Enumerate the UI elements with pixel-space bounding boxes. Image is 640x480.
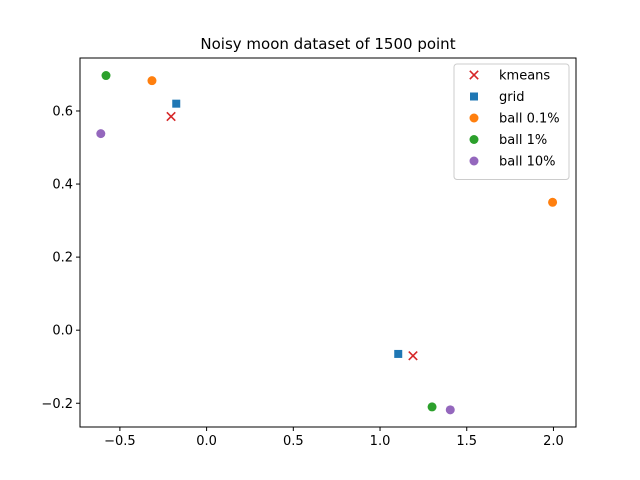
data-marks [96, 71, 558, 415]
legend-label: ball 10% [499, 155, 555, 170]
axis-ticks: −0.5 0.0 0.5 1.0 1.5 2.0 −0.2 0.0 0.2 0.4 0.6 [41, 104, 563, 449]
legend-item: ball 0.1% [469, 112, 560, 127]
series-grid [172, 99, 403, 358]
data-point [394, 349, 403, 358]
x-tick-label: 1.0 [370, 434, 391, 449]
legend-marker [469, 113, 479, 123]
legend-label: ball 1% [499, 133, 547, 148]
series-kmeans [166, 111, 418, 361]
x-tick-label: 2.0 [543, 434, 564, 449]
data-point [548, 197, 558, 207]
legend-label: grid [499, 90, 524, 105]
data-point [166, 111, 176, 122]
legend: kmeans grid ball 0.1% ball 1% ball 10% [453, 63, 570, 180]
x-tick-label: 0.5 [283, 434, 304, 449]
legend-marker [469, 135, 479, 144]
x-tick-label: −0.5 [104, 434, 136, 449]
legend-item: ball 1% [469, 133, 547, 148]
series-ball-1- [101, 71, 437, 412]
legend-marker [469, 70, 479, 80]
legend-item: kmeans [469, 69, 550, 84]
legend-item: grid [470, 90, 524, 105]
y-tick-label: −0.2 [41, 397, 73, 412]
data-point [147, 76, 157, 86]
legend-label: ball 0.1% [499, 112, 560, 127]
data-point [172, 99, 181, 108]
data-point [408, 350, 418, 361]
chart-title: Noisy moon dataset of 1500 point [200, 35, 455, 53]
x-tick-label: 0.0 [196, 434, 217, 449]
legend-marker [470, 92, 478, 101]
data-point [101, 71, 111, 81]
data-point [96, 129, 106, 139]
series-ball-10- [96, 129, 455, 415]
y-tick-label: 0.6 [52, 104, 73, 119]
data-point [427, 402, 437, 412]
y-tick-label: 0.0 [52, 324, 73, 339]
y-tick-label: 0.4 [52, 178, 73, 193]
legend-item: ball 10% [469, 155, 555, 170]
x-tick-label: 1.5 [456, 434, 477, 449]
plot-area-frame [79, 57, 577, 428]
data-point [445, 405, 455, 415]
legend-label: kmeans [499, 69, 550, 84]
legend-marker [469, 156, 479, 166]
series-ball-0-1- [147, 76, 558, 207]
legend-frame [453, 63, 570, 180]
y-tick-label: 0.2 [52, 251, 73, 266]
